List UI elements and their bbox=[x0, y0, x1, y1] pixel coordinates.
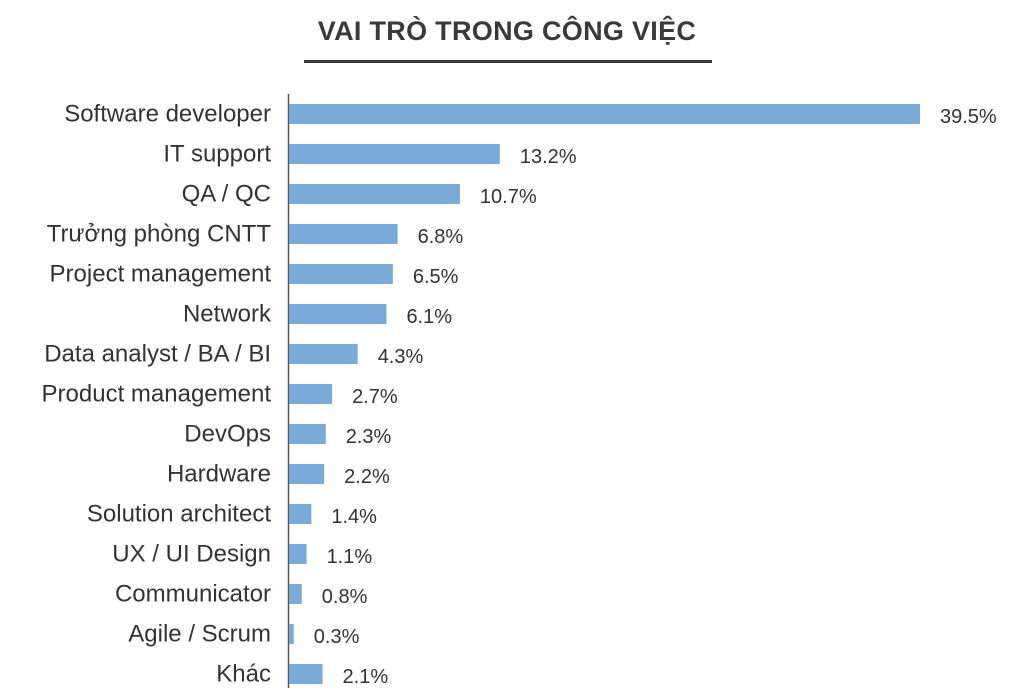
category-label: Khác bbox=[216, 661, 271, 688]
value-label: 2.1% bbox=[343, 666, 389, 688]
value-label: 2.7% bbox=[352, 386, 398, 408]
value-label: 0.3% bbox=[314, 626, 360, 648]
category-label: Trưởng phòng CNTT bbox=[47, 221, 272, 248]
bar bbox=[289, 544, 307, 564]
bar bbox=[289, 424, 326, 444]
category-label: Agile / Scrum bbox=[128, 621, 271, 648]
bar bbox=[289, 384, 333, 404]
bar bbox=[289, 264, 393, 284]
value-label: 39.5% bbox=[940, 106, 997, 128]
category-label: DevOps bbox=[184, 421, 271, 448]
category-label: QA / QC bbox=[182, 181, 271, 208]
bar bbox=[289, 104, 920, 124]
bar bbox=[289, 584, 302, 604]
value-label: 1.1% bbox=[327, 546, 373, 568]
bars-group: Software developer 39.5% IT support 13.2% QA… bbox=[42, 101, 997, 689]
bar bbox=[289, 144, 500, 164]
category-label: Solution architect bbox=[87, 501, 271, 528]
bar bbox=[289, 184, 460, 204]
value-label: 4.3% bbox=[378, 346, 424, 368]
category-label: UX / UI Design bbox=[112, 541, 271, 568]
category-label: Product management bbox=[42, 381, 272, 408]
bar bbox=[289, 504, 312, 524]
value-label: 6.8% bbox=[418, 226, 464, 248]
title-underline bbox=[304, 60, 712, 63]
value-label: 1.4% bbox=[331, 506, 377, 528]
value-label: 6.5% bbox=[413, 266, 459, 288]
category-label: IT support bbox=[163, 141, 271, 168]
category-label: Network bbox=[183, 301, 272, 328]
bar bbox=[289, 664, 323, 684]
chart-title: VAI TRÒ TRONG CÔNG VIỆC bbox=[317, 16, 697, 46]
value-label: 2.3% bbox=[346, 426, 392, 448]
bar bbox=[289, 464, 325, 484]
value-label: 0.8% bbox=[322, 586, 368, 608]
bar bbox=[289, 624, 294, 644]
bar bbox=[289, 344, 358, 364]
value-label: 10.7% bbox=[480, 186, 537, 208]
category-label: Data analyst / BA / BI bbox=[44, 341, 271, 368]
category-label: Hardware bbox=[167, 461, 271, 488]
bar bbox=[289, 224, 398, 244]
category-label: Software developer bbox=[64, 101, 271, 128]
value-label: 2.2% bbox=[344, 466, 390, 488]
category-label: Communicator bbox=[115, 581, 271, 608]
bar bbox=[289, 304, 387, 324]
value-label: 6.1% bbox=[406, 306, 452, 328]
category-label: Project management bbox=[50, 261, 272, 288]
value-label: 13.2% bbox=[520, 146, 577, 168]
